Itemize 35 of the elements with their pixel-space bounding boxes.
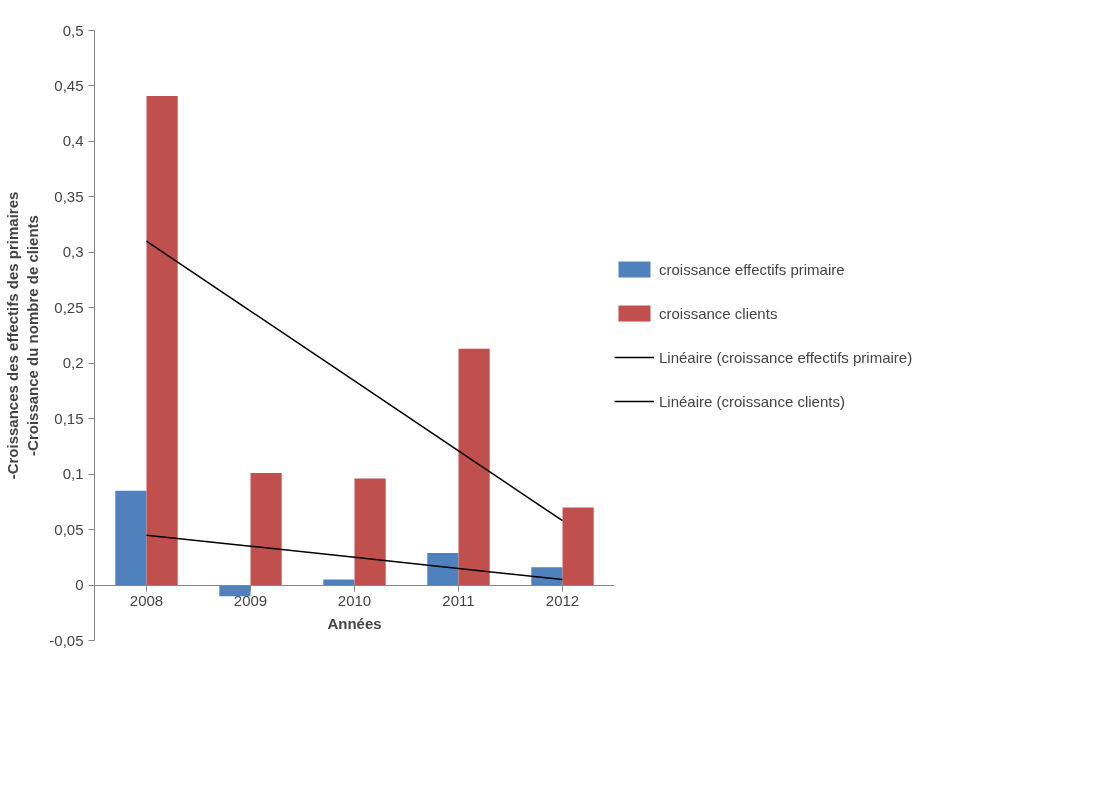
x-tick-label: 2012 [545,592,580,610]
y-tick-label: 0,1 [62,465,84,483]
line-series [145,240,564,522]
legend-label: Linéaire (croissance effectifs primaire) [659,348,913,366]
bar [458,348,490,586]
bar [219,585,251,597]
bar [115,490,147,586]
y-tick-label: 0,15 [54,409,84,427]
bar [562,507,594,586]
legend-label: croissance effectifs primaire [659,260,845,278]
y-tick-label: 0,25 [54,298,84,316]
bar [146,95,178,586]
y-axis-title: -Croissances des effectifs des primaires -Croissance du nombre de clients [3,191,42,480]
x-tick-label: 2011 [442,592,475,610]
y-tick-label: 0,2 [62,354,84,372]
y-tick-label: 0,45 [54,76,84,94]
bar [354,478,386,586]
bar [427,552,459,586]
bar [250,473,282,586]
legend-label: Linéaire (croissance clients) [659,392,845,410]
x-axis-title: Années [327,614,382,632]
y-tick-label: 0,5 [62,21,84,39]
bar [323,579,355,586]
y-tick-label: -0,05 [49,631,84,649]
y-tick-label: 0,4 [62,132,84,150]
bar [531,567,563,586]
y-tick-label: 0,3 [62,243,84,261]
x-tick-label: 2009 [233,592,268,610]
line-series [145,534,564,581]
y-tick-label: 0,35 [54,187,84,205]
x-tick-label: 2010 [337,592,372,610]
y-tick-label: 0 [75,576,84,594]
legend-label: croissance clients [659,304,778,322]
x-tick-label: 2008 [129,592,164,610]
y-tick-label: 0,05 [54,520,84,538]
